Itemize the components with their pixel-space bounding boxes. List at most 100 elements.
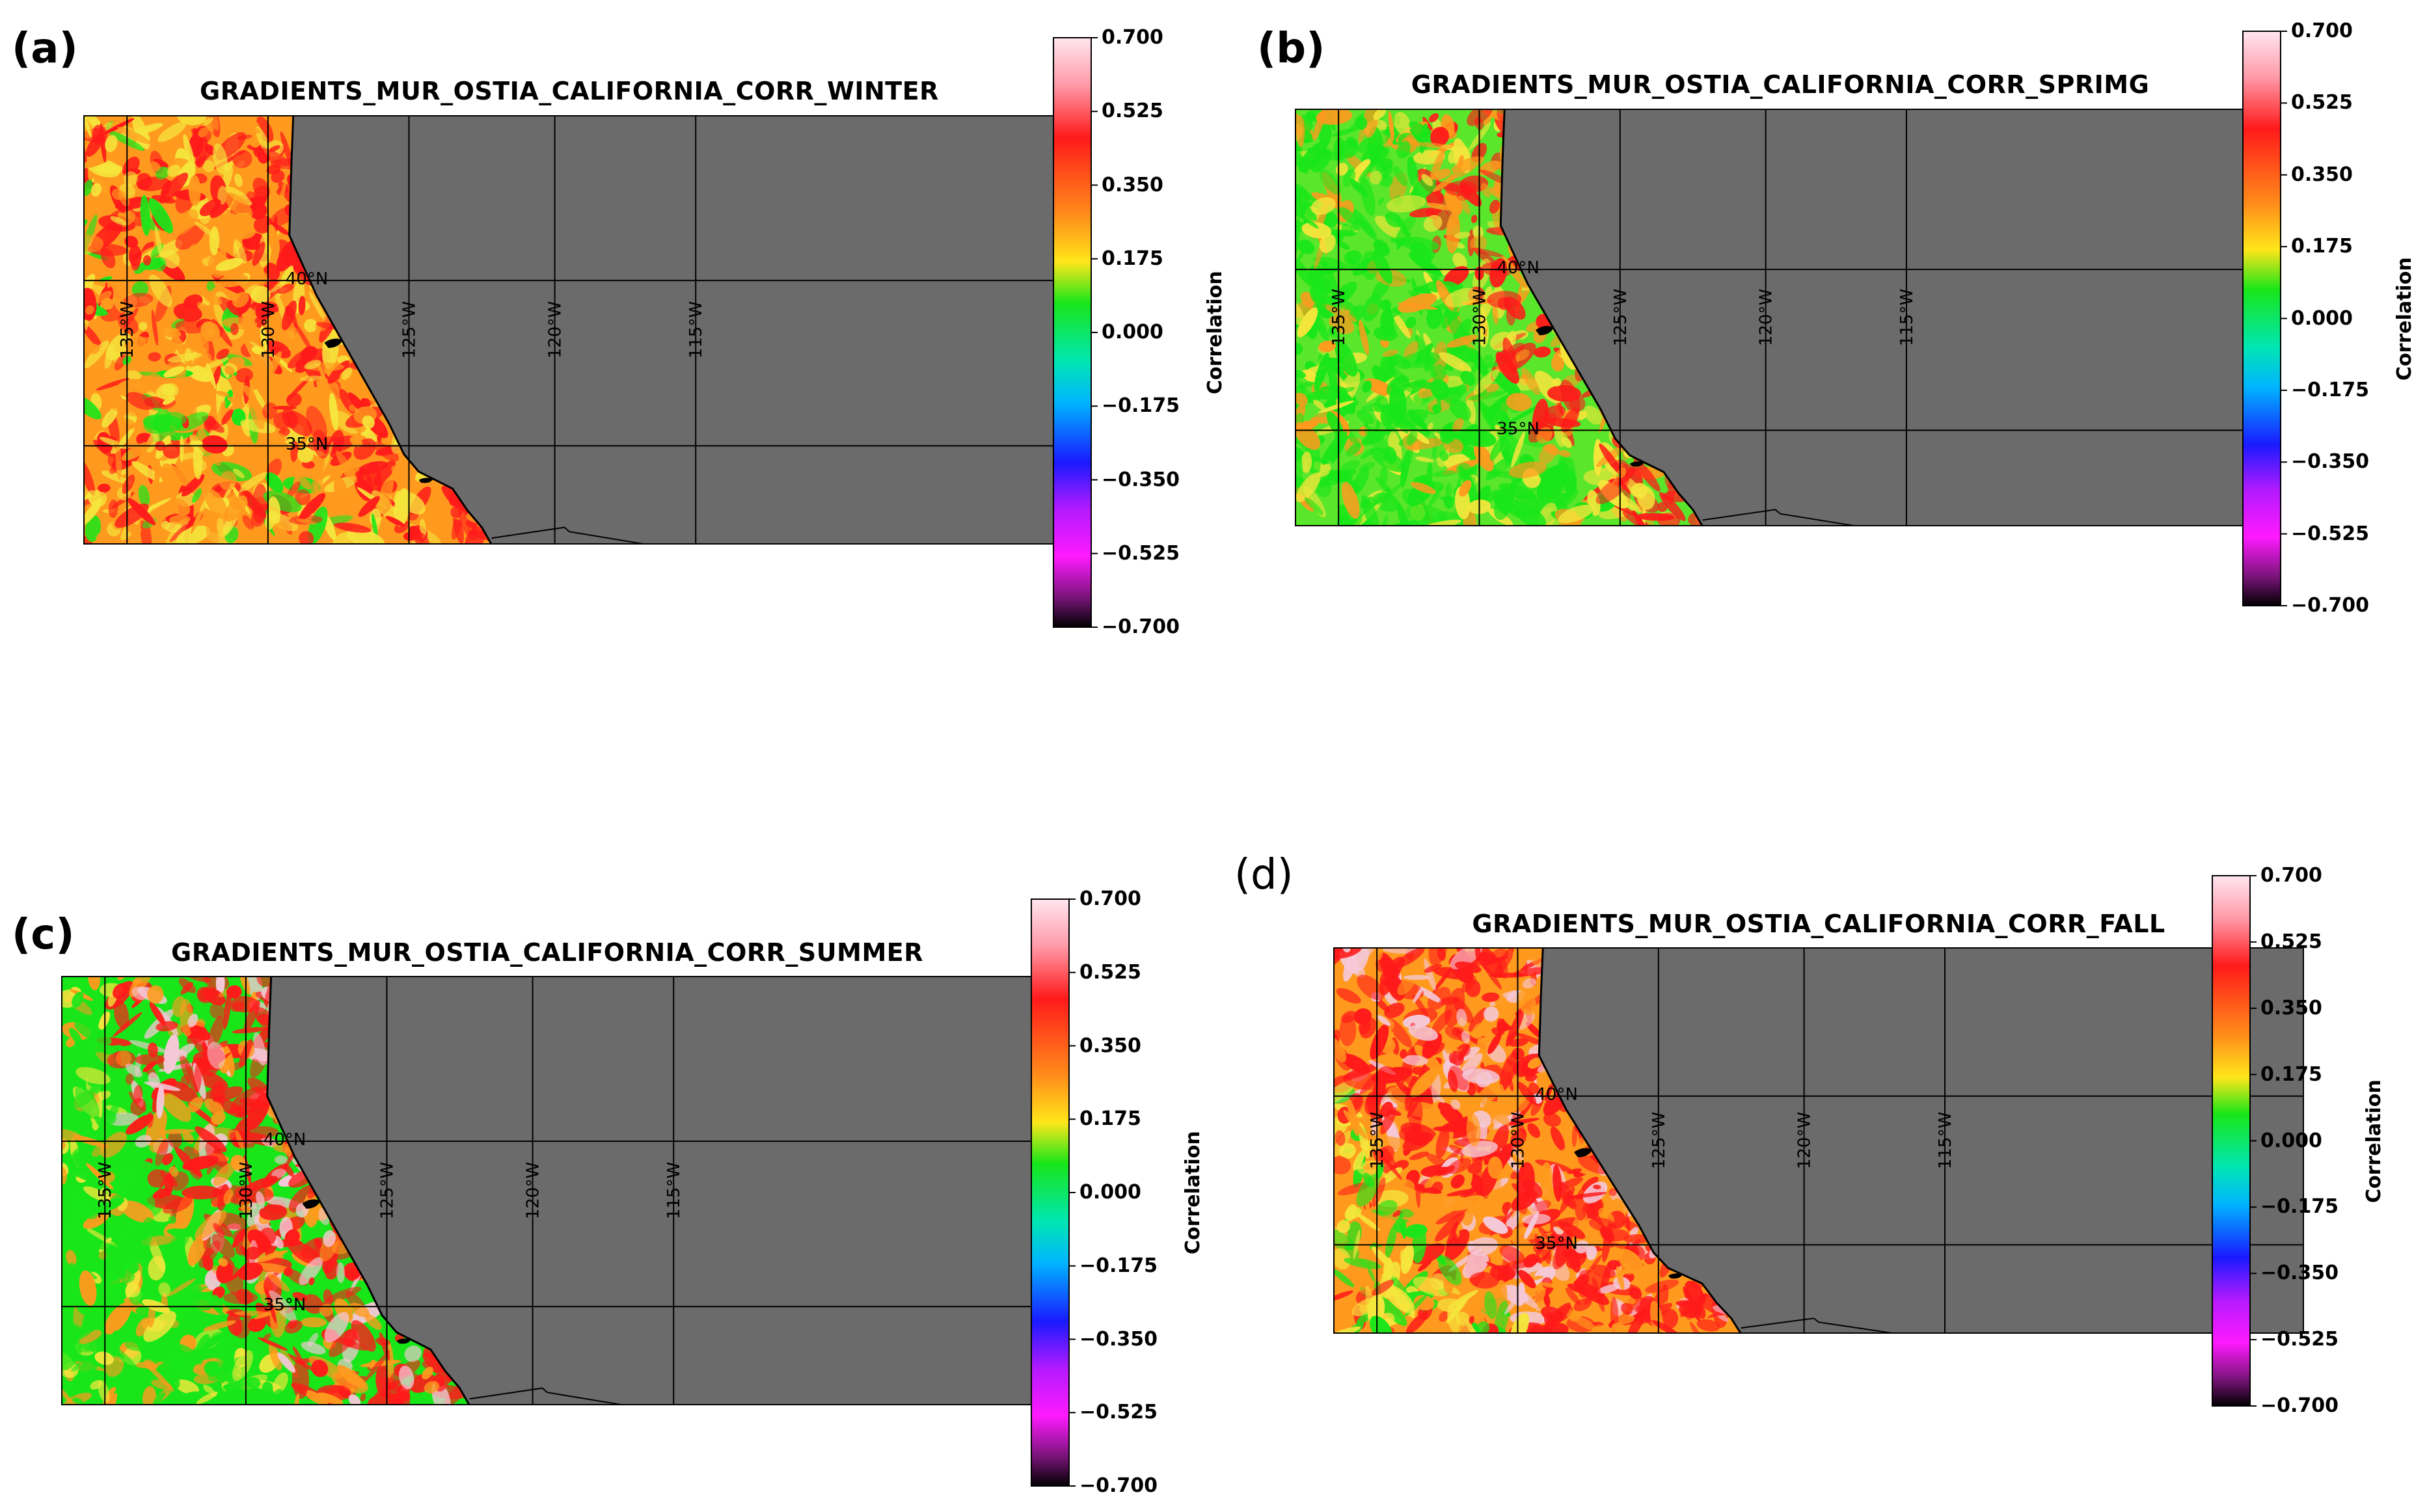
colorbar-tick-label: 0.350	[1079, 1034, 1141, 1057]
panel-d: (d) GRADIENTS_MUR_OSTIA_CALIFORNIA_CORR_…	[1207, 846, 2414, 1496]
longitude-label: 115°W	[664, 1162, 684, 1219]
longitude-label: 125°W	[400, 301, 419, 358]
longitude-label: 135°W	[1329, 289, 1349, 346]
bay-shape	[1629, 461, 1644, 467]
longitude-label: 115°W	[1936, 1112, 1955, 1169]
colorbar-tick-label: 0.700	[2291, 20, 2353, 42]
panel-c: (c) GRADIENTS_MUR_OSTIA_CALIFORNIA_CORR_…	[0, 865, 1207, 1512]
colorbar-tick-label: 0.000	[2291, 306, 2353, 330]
bay-shape	[1574, 1148, 1593, 1157]
colorbar-tick-label: 0.350	[2260, 996, 2322, 1019]
colorbar-tick-label: −0.175	[2291, 378, 2370, 401]
latitude-label: 40°N	[264, 1130, 306, 1150]
colorbar: 0.700 0.525 0.350 0.175 0.000 −0.175 −0.350 −0.…	[1030, 889, 1204, 1496]
coastline	[1538, 947, 1742, 1334]
longitude-label: 120°W	[1757, 289, 1776, 346]
bay-shape	[1668, 1273, 1683, 1279]
bay-shape	[324, 338, 343, 348]
latitude-label: 40°N	[286, 269, 329, 289]
colorbar-tick-label: 0.000	[2260, 1129, 2322, 1152]
correlation-map: 135°W 130°W 125°W 120°W 115°W 40°N 35°N	[1295, 109, 2266, 526]
correlation-map: 135°W 130°W 125°W 120°W 115°W 40°N 35°N	[1333, 947, 2304, 1334]
coastline	[266, 976, 470, 1405]
longitude-label: 130°W	[1508, 1112, 1528, 1169]
map-title: GRADIENTS_MUR_OSTIA_CALIFORNIA_CORR_SPRI…	[1411, 70, 2150, 99]
longitude-label: 135°W	[1368, 1112, 1387, 1169]
panel-b: (b) GRADIENTS_MUR_OSTIA_CALIFORNIA_CORR_…	[1207, 0, 2414, 651]
colorbar-ramp	[1053, 37, 1098, 628]
bay-shape	[396, 1338, 411, 1344]
colorbar-tick-label: 0.700	[1079, 887, 1141, 910]
bay-shape	[418, 478, 433, 483]
panel-letter: (c)	[12, 911, 75, 959]
colorbar-label: Correlation	[1182, 1131, 1204, 1254]
colorbar-tick-label: −0.525	[2260, 1328, 2339, 1351]
colorbar-tick-label: −0.350	[2291, 450, 2370, 474]
colorbar-tick-label: −0.700	[2260, 1394, 2339, 1417]
colorbar-tick-label: −0.175	[1102, 394, 1180, 418]
panel-letter: (b)	[1257, 25, 1325, 73]
colorbar-tick-label: −0.525	[2291, 522, 2370, 545]
map-frame	[1333, 947, 2304, 1334]
latitude-label: 35°N	[286, 435, 329, 454]
coastline	[1499, 109, 1703, 526]
colorbar-tick-label: 0.525	[1079, 960, 1141, 984]
colorbar-tick-label: −0.350	[1079, 1327, 1158, 1351]
latitude-label: 40°N	[1497, 258, 1539, 278]
longitude-label: 120°W	[1795, 1112, 1815, 1169]
bay-shape	[1536, 326, 1554, 336]
colorbar-tick-label: −0.700	[2291, 594, 2370, 617]
colorbar-tick-label: 0.350	[2291, 163, 2353, 186]
colorbar-label: Correlation	[2363, 1079, 2385, 1203]
colorbar-tick-label: 0.175	[1102, 247, 1163, 270]
colorbar-tick-label: −0.350	[2260, 1262, 2339, 1285]
correlation-map: 135°W 130°W 125°W 120°W 115°W 40°N 35°N	[61, 976, 1033, 1405]
map-title: GRADIENTS_MUR_OSTIA_CALIFORNIA_CORR_FALL	[1472, 910, 2165, 938]
colorbar-tick-label: 0.350	[1102, 173, 1163, 196]
colorbar-tick-label: 0.525	[1102, 100, 1163, 123]
colorbar-tick-label: 0.525	[2291, 91, 2353, 115]
colorbar-tick-label: 0.175	[2260, 1062, 2322, 1086]
colorbar-tick-label: 0.525	[2260, 930, 2322, 953]
longitude-label: 115°W	[1897, 289, 1917, 346]
colorbar-label: Correlation	[2393, 256, 2414, 381]
coastline	[288, 115, 493, 545]
colorbar-ramp	[2242, 31, 2287, 606]
panel-letter: (a)	[12, 25, 78, 73]
colorbar-tick-label: −0.175	[2260, 1195, 2339, 1219]
colorbar-tick-label: −0.350	[1102, 468, 1180, 491]
colorbar-tick-label: −0.175	[1079, 1254, 1158, 1277]
latitude-label: 35°N	[1497, 419, 1539, 439]
state-border	[1702, 509, 1858, 526]
longitude-label: 135°W	[118, 301, 137, 358]
longitude-label: 130°W	[1470, 289, 1489, 346]
colorbar-tick-label: −0.700	[1102, 615, 1180, 638]
colorbar-tick-label: −0.700	[1079, 1474, 1158, 1497]
colorbar-tick-label: −0.525	[1079, 1401, 1158, 1424]
longitude-label: 120°W	[546, 301, 565, 358]
bay-shape	[302, 1199, 321, 1209]
colorbar: 0.700 0.525 0.350 0.175 0.000 −0.175 −0.350 −0.…	[1052, 28, 1227, 637]
colorbar-tick-label: 0.000	[1102, 321, 1163, 344]
longitude-label: 120°W	[524, 1162, 543, 1219]
correlation-map: 135°W 130°W 125°W 120°W 115°W 40°N 35°N	[83, 115, 1055, 545]
map-title: GRADIENTS_MUR_OSTIA_CALIFORNIA_CORR_WINT…	[200, 77, 939, 105]
longitude-label: 125°W	[1649, 1112, 1669, 1169]
colorbar-tick-label: 0.000	[1079, 1181, 1141, 1204]
longitude-label: 125°W	[1611, 289, 1631, 346]
colorbar-tick-label: −0.525	[1102, 541, 1180, 565]
colorbar-ramp	[1031, 898, 1076, 1487]
longitude-label: 115°W	[686, 301, 706, 358]
colorbar: 0.700 0.525 0.350 0.175 0.000 −0.175 −0.350 −0.…	[2211, 866, 2385, 1416]
colorbar-tick-label: 0.700	[1102, 26, 1163, 49]
longitude-label: 130°W	[237, 1162, 256, 1219]
latitude-label: 35°N	[1535, 1234, 1578, 1253]
longitude-label: 130°W	[259, 301, 278, 358]
colorbar-tick-label: 0.700	[2260, 864, 2322, 887]
colorbar-ramp	[2212, 875, 2257, 1407]
state-border	[1741, 1317, 1897, 1334]
state-border	[469, 1387, 625, 1405]
longitude-label: 125°W	[377, 1162, 397, 1219]
colorbar-tick-label: 0.175	[2291, 235, 2353, 258]
map-title: GRADIENTS_MUR_OSTIA_CALIFORNIA_CORR_SUMM…	[171, 938, 923, 967]
